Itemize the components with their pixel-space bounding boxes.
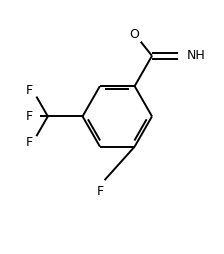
Text: NH: NH	[187, 49, 205, 62]
Text: F: F	[26, 136, 33, 149]
Text: F: F	[26, 84, 33, 97]
Text: F: F	[96, 185, 103, 198]
Text: O: O	[130, 27, 140, 41]
Text: F: F	[26, 110, 33, 123]
